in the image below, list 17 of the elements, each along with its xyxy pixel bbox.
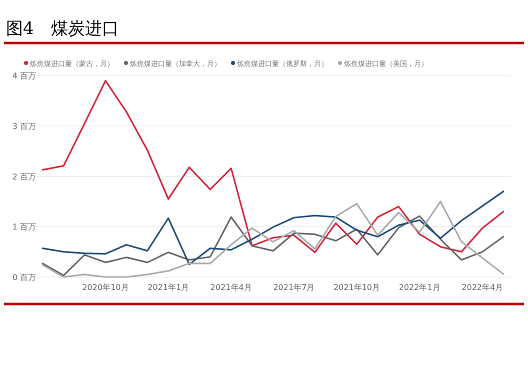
x-tick-label: 2021年4月 — [210, 283, 252, 292]
x-tick-label: 2022年4月 — [462, 283, 504, 292]
chart-title: 图4 煤炭进口 — [6, 19, 119, 39]
line-series — [42, 190, 504, 266]
x-tick-label: 2021年7月 — [273, 283, 315, 292]
y-tick-label: 4 百万 — [12, 72, 36, 81]
y-tick-label: 0 百万 — [12, 273, 36, 282]
y-tick-label: 3 百万 — [12, 122, 36, 132]
x-tick-label: 2022年1月 — [398, 283, 440, 292]
y-tick-label: 1 百万 — [12, 222, 36, 232]
line-series — [42, 215, 504, 276]
y-tick-label: 2 百万 — [12, 172, 36, 182]
line-series — [42, 80, 504, 254]
x-tick-label: 2021年10月 — [333, 283, 380, 292]
x-tick-label: 2021年1月 — [148, 283, 190, 292]
x-tick-label: 2020年10月 — [82, 283, 129, 292]
line-series — [42, 200, 504, 278]
